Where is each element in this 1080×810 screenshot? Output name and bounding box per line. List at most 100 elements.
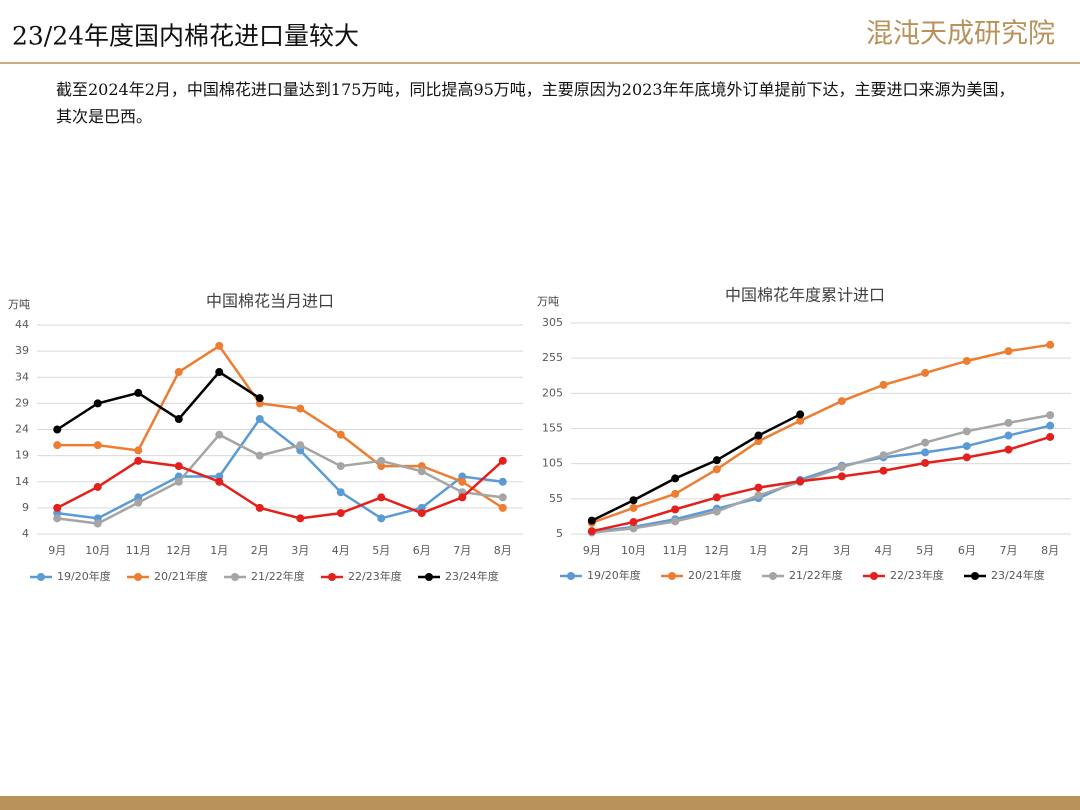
x-tick-label: 1月 xyxy=(750,544,768,557)
legend-label: 23/24年度 xyxy=(445,569,499,583)
point xyxy=(671,474,680,483)
point xyxy=(962,442,971,451)
series-line xyxy=(591,343,1051,524)
y-tick-label: 24 xyxy=(15,423,29,436)
series-line xyxy=(591,413,1051,534)
point xyxy=(134,498,143,507)
x-tick-label: 5月 xyxy=(916,544,934,557)
point xyxy=(53,425,62,434)
point xyxy=(377,456,386,465)
x-tick-label: 7月 xyxy=(453,544,471,557)
x-tick-label: 6月 xyxy=(413,544,431,557)
legend-label: 22/23年度 xyxy=(348,569,402,583)
y-tick-label: 34 xyxy=(15,370,29,383)
point xyxy=(498,503,507,512)
series-line xyxy=(591,424,1051,534)
point xyxy=(53,441,62,450)
x-tick-label: 7月 xyxy=(1000,544,1018,557)
point xyxy=(377,514,386,523)
point xyxy=(417,509,426,518)
point xyxy=(1004,418,1013,427)
series-line xyxy=(57,433,503,525)
point xyxy=(754,491,763,500)
y-tick-label: 19 xyxy=(15,449,29,462)
point xyxy=(134,388,143,397)
point xyxy=(837,463,846,472)
x-tick-label: 2月 xyxy=(251,544,269,557)
x-tick-label: 4月 xyxy=(875,544,893,557)
series-line xyxy=(56,459,504,520)
x-tick-label: 11月 xyxy=(663,544,688,557)
legend-marker xyxy=(328,573,336,581)
point xyxy=(174,477,183,486)
y-tick-label: 4 xyxy=(22,527,29,540)
unit-label: 万吨 xyxy=(8,298,30,311)
point xyxy=(255,503,264,512)
y-tick-label: 155 xyxy=(542,422,563,435)
y-tick-label: 105 xyxy=(542,457,563,470)
logo: 混沌天成研究院 xyxy=(866,19,1055,50)
point xyxy=(671,517,680,526)
legend-label: 19/20年度 xyxy=(587,568,641,582)
point xyxy=(296,404,305,413)
x-tick-label: 8月 xyxy=(494,544,512,557)
description: 截至2024年2月，中国棉花进口量达到175万吨，同比提高95万吨，主要原因为2… xyxy=(56,80,1015,126)
point xyxy=(53,503,62,512)
legend-label: 22/23年度 xyxy=(890,568,944,582)
point xyxy=(1046,421,1055,430)
x-tick-label: 12月 xyxy=(704,544,729,557)
point xyxy=(587,527,596,536)
point xyxy=(921,438,930,447)
point xyxy=(498,477,507,486)
point xyxy=(837,397,846,406)
point xyxy=(174,415,183,424)
series-line xyxy=(591,435,1051,533)
point xyxy=(754,483,763,492)
legend-marker xyxy=(971,572,979,580)
point xyxy=(1004,347,1013,356)
point xyxy=(134,446,143,455)
x-tick-label: 3月 xyxy=(833,544,851,557)
y-tick-label: 39 xyxy=(15,344,29,357)
point xyxy=(754,437,763,446)
point xyxy=(629,518,638,527)
legend-marker xyxy=(769,572,777,580)
x-tick-label: 5月 xyxy=(372,544,390,557)
x-tick-label: 4月 xyxy=(332,544,350,557)
point xyxy=(962,356,971,365)
point xyxy=(53,514,62,523)
point xyxy=(174,368,183,377)
point xyxy=(255,451,264,460)
legend-marker xyxy=(567,572,575,580)
series-line xyxy=(591,413,801,522)
chart-title: 中国棉花当月进口 xyxy=(206,292,334,311)
point xyxy=(336,462,345,471)
y-tick-label: 55 xyxy=(549,492,563,505)
point xyxy=(921,448,930,457)
point xyxy=(796,477,805,486)
point xyxy=(93,441,102,450)
point xyxy=(879,451,888,460)
point xyxy=(93,519,102,528)
x-tick-label: 8月 xyxy=(1041,544,1059,557)
point xyxy=(215,368,224,377)
legend-marker xyxy=(668,572,676,580)
point xyxy=(1046,411,1055,420)
x-tick-label: 10月 xyxy=(621,544,646,557)
x-tick-label: 6月 xyxy=(958,544,976,557)
x-tick-label: 11月 xyxy=(126,544,151,557)
point xyxy=(215,430,224,439)
y-tick-label: 14 xyxy=(15,475,29,488)
x-tick-label: 9月 xyxy=(583,544,601,557)
point xyxy=(458,493,467,502)
legend-label: 19/20年度 xyxy=(57,569,111,583)
point xyxy=(1004,445,1013,454)
y-tick-label: 44 xyxy=(15,318,29,331)
point xyxy=(134,456,143,465)
point xyxy=(629,524,638,533)
x-tick-label: 3月 xyxy=(291,544,309,557)
legend-label: 20/21年度 xyxy=(688,568,742,582)
point xyxy=(796,416,805,425)
